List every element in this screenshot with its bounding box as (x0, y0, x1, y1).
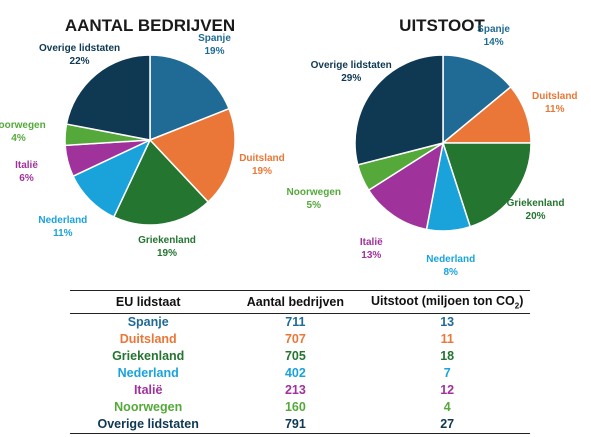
slice-label-percent: 11% (545, 103, 565, 115)
slice-label-percent: 19% (157, 248, 178, 260)
header-lidstaat: EU lidstaat (70, 290, 227, 314)
slice-label-bedrijven-noorwegen: Noorwegen4% (0, 119, 46, 145)
pie-slice-bedrijven-griekenland (112, 138, 210, 226)
slice-label-bedrijven-duitsland: Duitsland 19% (239, 152, 285, 178)
slice-label-uitstoot-duitsland: Duitsland 11% (532, 90, 578, 116)
slice-label-name: Noorwegen (286, 186, 341, 198)
pie-title-bedrijven: AANTAL BEDRIJVEN (64, 16, 236, 35)
cell-uitstoot: 27 (364, 415, 530, 434)
pie-chart-uitstoot (354, 54, 532, 232)
slice-label-percent: 11% (53, 228, 73, 240)
slice-label-name: Overige lidstaten (310, 59, 392, 71)
cell-bedrijven: 160 (284, 400, 306, 414)
pie-slice-uitstoot-italie (367, 141, 445, 231)
slice-label-percent: 8% (443, 266, 458, 278)
cell-lidstaat: Italië (133, 383, 163, 397)
cell-uitstoot: 7 (443, 366, 451, 380)
pie-slice-bedrijven-overige-lidstaten (65, 54, 151, 141)
slice-label-name: Spanje (477, 23, 510, 35)
slice-label-percent: 19% (204, 46, 225, 58)
cell-bedrijven: 711 (285, 315, 306, 329)
pie-slice-uitstoot-overige-lidstaten (354, 54, 444, 166)
cell-lidstaat: Noorwegen (114, 400, 183, 414)
slice-label-bedrijven-nederland: Nederland 11% (38, 214, 87, 240)
slice-label-percent: 22% (69, 55, 90, 67)
slice-label-bedrijven-griekenland: Griekenland 19% (138, 234, 196, 260)
cell-uitstoot: 12 (440, 383, 455, 397)
slice-label-bedrijven-overige-lidstaten: Overige lidstaten 22% (39, 42, 120, 68)
slice-label-uitstoot-nederland: Nederland 8% (426, 253, 475, 279)
slice-label-percent: 5% (306, 199, 321, 211)
table-row: Italië 213 12 (70, 382, 530, 399)
cell-bedrijven: 707 (284, 332, 306, 346)
slice-label-percent: 6% (19, 172, 34, 184)
slice-label-uitstoot-spanje: Spanje 14% (477, 23, 510, 49)
slice-label-name: Spanje (198, 33, 231, 45)
slice-label-name: Duitsland (531, 90, 578, 102)
slice-label-name: Nederland (426, 253, 476, 265)
slice-label-percent: 13% (361, 249, 382, 261)
cell-uitstoot: 18 (440, 349, 455, 363)
cell-lidstaat: Nederland (117, 366, 179, 380)
table-header-row: EU lidstaat Aantal bedrijven Uitstoot (m… (70, 290, 530, 314)
cell-lidstaat: Griekenland (112, 349, 185, 363)
slice-label-uitstoot-overige-lidstaten: Overige lidstaten 29% (311, 59, 392, 85)
slice-label-uitstoot-griekenland: Griekenland 20% (507, 197, 565, 223)
header-bedrijven: Aantal bedrijven (226, 290, 365, 314)
pie-slice-bedrijven-duitsland (148, 107, 236, 204)
cell-lidstaat: Overige lidstaten (70, 415, 227, 434)
table-row: Overige lidstaten 791 27 (70, 415, 530, 434)
slice-label-percent: 29% (341, 72, 362, 84)
cell-bedrijven: 705 (284, 349, 306, 363)
pie-title-uitstoot: UITSTOOT (399, 16, 485, 35)
cell-bedrijven: 213 (284, 383, 306, 397)
slice-label-name: Nederland (38, 215, 88, 227)
cell-bedrijven: 791 (226, 415, 365, 434)
slice-label-name: Overige lidstaten (38, 42, 121, 54)
cell-bedrijven: 402 (284, 366, 306, 380)
slice-label-name: Griekenland (506, 198, 565, 210)
slice-label-uitstoot-italie: Italië 13% (360, 236, 383, 262)
table-row: Nederland 402 7 (70, 365, 530, 382)
cell-uitstoot: 4 (443, 400, 451, 414)
slice-label-bedrijven-italie: Italië 6% (15, 159, 38, 185)
slice-label-name: Italië (15, 159, 38, 171)
table-row: Spanje 711 13 (70, 313, 530, 331)
slice-label-percent: 4% (11, 132, 26, 144)
slice-label-percent: 19% (251, 166, 272, 178)
pie-slice-bedrijven-spanje (149, 54, 231, 142)
cell-uitstoot: 11 (440, 332, 454, 346)
slice-label-percent: 20% (525, 211, 546, 223)
table-row: Griekenland 705 18 (70, 348, 530, 365)
pie-chart-bedrijven (64, 54, 236, 226)
slice-label-percent: 14% (483, 36, 504, 48)
header-uitstoot: Uitstoot (miljoen ton CO2) (364, 290, 530, 314)
data-table: EU lidstaat Aantal bedrijven Uitstoot (m… (70, 290, 530, 434)
table-row: Duitsland 707 11 (70, 331, 530, 348)
slice-label-bedrijven-spanje: Spanje 19% (198, 32, 231, 58)
table-row: Noorwegen 160 4 (70, 399, 530, 416)
slice-label-name: Italië (359, 236, 383, 248)
slice-label-name: Griekenland (138, 235, 196, 247)
slice-label-uitstoot-noorwegen: Noorwegen 5% (287, 186, 341, 212)
cell-lidstaat: Duitsland (119, 332, 177, 346)
pie-slice-uitstoot-griekenland (441, 142, 532, 228)
pie-slice-uitstoot-spanje (442, 54, 512, 145)
cell-lidstaat: Spanje (127, 315, 169, 329)
cell-uitstoot: 13 (440, 315, 455, 329)
slice-label-name: Duitsland (239, 153, 285, 165)
slice-label-name: Noorwegen (0, 119, 46, 131)
